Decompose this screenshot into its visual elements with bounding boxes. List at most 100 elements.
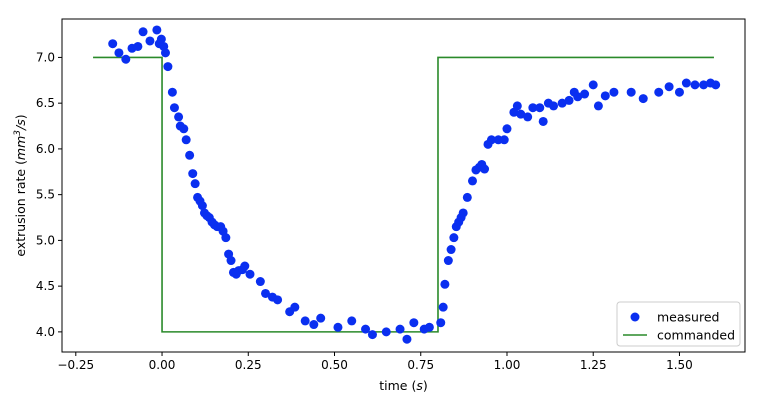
measured-point-53 [361, 324, 371, 334]
measured-point-87 [535, 103, 545, 113]
measured-point-60 [424, 322, 434, 332]
measured-point-100 [626, 87, 636, 97]
y-tick-label: 6.0 [36, 142, 55, 156]
measured-point-19 [185, 150, 195, 160]
measured-point-50 [316, 313, 326, 323]
measured-point-51 [333, 322, 343, 332]
measured-point-2 [121, 54, 131, 64]
measured-point-63 [440, 279, 450, 289]
legend-label-commanded: commanded [657, 328, 735, 343]
x-tick-label: −0.25 [57, 358, 94, 372]
measured-point-81 [502, 124, 512, 134]
legend-label-measured: measured [657, 310, 719, 325]
measured-point-43 [261, 288, 271, 298]
measured-point-11 [160, 48, 170, 58]
measured-point-106 [690, 80, 700, 90]
measured-point-45 [273, 295, 283, 305]
measured-point-95 [580, 89, 590, 99]
measured-point-109 [711, 80, 721, 90]
y-axis-unit-exponent: 3 [13, 130, 23, 136]
measured-point-20 [188, 169, 198, 179]
measured-point-40 [240, 261, 250, 271]
measured-point-92 [564, 95, 574, 105]
measured-point-76 [480, 164, 490, 174]
measured-point-4 [133, 41, 143, 51]
x-tick-label: 0.75 [407, 358, 434, 372]
measured-point-54 [367, 330, 377, 340]
measured-point-52 [347, 316, 357, 326]
measured-point-18 [181, 135, 191, 145]
measured-point-64 [443, 256, 453, 266]
measured-point-55 [381, 327, 391, 337]
measured-point-61 [436, 318, 446, 328]
y-tick-label: 5.5 [36, 188, 55, 202]
plot-area [93, 25, 721, 344]
y-axis-unit-denominator: /s [13, 119, 28, 131]
measured-point-14 [169, 103, 179, 113]
measured-point-6 [145, 36, 155, 46]
measured-point-96 [588, 80, 598, 90]
measured-point-78 [486, 135, 496, 145]
measured-point-21 [190, 179, 200, 189]
y-tick-label: 4.5 [36, 279, 55, 293]
measured-point-17 [179, 124, 189, 134]
x-tick-label: 1.00 [494, 358, 521, 372]
y-tick-label: 5.0 [36, 233, 55, 247]
x-tick-label: 1.50 [666, 358, 693, 372]
x-tick-label: 0.25 [235, 358, 262, 372]
measured-point-35 [226, 256, 236, 266]
y-axis-label: extrusion rate (mm3/s) [13, 114, 28, 256]
legend-box [616, 301, 741, 347]
measured-point-48 [300, 316, 310, 326]
measured-point-102 [654, 87, 664, 97]
measured-point-70 [458, 208, 468, 218]
plot-frame [61, 18, 746, 353]
measured-point-85 [523, 112, 533, 122]
legend-marker-measured [630, 312, 640, 322]
measured-point-104 [674, 87, 684, 97]
measured-point-105 [681, 78, 691, 88]
measured-point-90 [549, 101, 559, 111]
x-tick-label: 0.50 [321, 358, 348, 372]
measured-point-98 [600, 91, 610, 101]
measured-point-65 [446, 245, 456, 255]
legend: measured commanded [616, 301, 741, 347]
measured-point-24 [197, 201, 207, 211]
measured-point-58 [409, 318, 419, 328]
x-axis-label: time (s) [379, 378, 428, 393]
measured-point-7 [152, 25, 162, 35]
y-tick-label: 6.5 [36, 96, 55, 110]
measured-point-49 [309, 320, 319, 330]
measured-point-56 [395, 324, 405, 334]
measured-point-107 [699, 80, 709, 90]
y-tick-label: 7.0 [36, 50, 55, 64]
measured-point-83 [512, 101, 522, 111]
measured-point-103 [664, 82, 674, 92]
y-axis-unit: mm [13, 136, 28, 160]
measured-point-0 [108, 39, 118, 49]
measured-point-62 [438, 302, 448, 312]
x-axis-unit: s [416, 378, 423, 393]
measured-point-47 [290, 302, 300, 312]
measured-point-5 [138, 27, 148, 37]
measured-point-41 [245, 269, 255, 279]
x-tick-label: 0.00 [149, 358, 176, 372]
measured-point-99 [609, 87, 619, 97]
x-axis: −0.25 0.00 0.25 0.50 0.75 1.00 1.25 1.50 [57, 352, 693, 372]
measured-point-1 [114, 48, 124, 58]
measured-point-57 [402, 334, 412, 344]
measured-point-71 [462, 192, 472, 202]
measured-point-86 [528, 103, 538, 113]
y-axis: 4.0 4.5 5.0 5.5 6.0 6.5 7.0 [36, 50, 62, 339]
measured-point-97 [593, 101, 603, 111]
measured-point-101 [638, 94, 648, 104]
measured-point-13 [167, 87, 177, 97]
measured-point-15 [174, 112, 184, 122]
measured-point-72 [467, 176, 477, 186]
measured-point-91 [557, 98, 567, 108]
measured-point-88 [538, 116, 548, 126]
measured-point-94 [573, 92, 583, 102]
measured-point-66 [449, 233, 459, 243]
measured-point-80 [499, 135, 509, 145]
